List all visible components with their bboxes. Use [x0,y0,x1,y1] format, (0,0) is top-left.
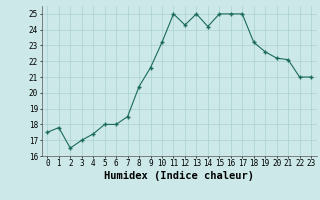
X-axis label: Humidex (Indice chaleur): Humidex (Indice chaleur) [104,171,254,181]
